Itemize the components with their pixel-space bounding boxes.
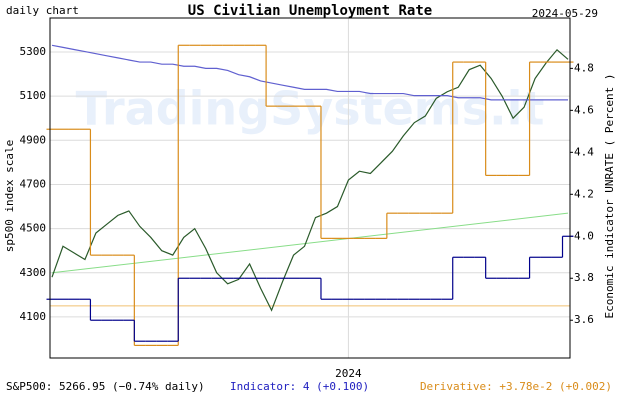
- watermark: TradingSystems.it: [76, 82, 545, 136]
- y2-axis-label: Economic indicator UNRATE ( Percent ): [603, 73, 616, 318]
- series-line: [51, 48, 569, 312]
- y-tick-label: 4900: [20, 133, 47, 146]
- chart-title: US Civilian Unemployment Rate: [188, 3, 432, 19]
- y-tick-label: 5300: [20, 45, 47, 58]
- y2-tick-label: 4.8: [574, 61, 594, 74]
- y-tick-label: 4300: [20, 266, 47, 279]
- y2-tick-label: 4.4: [574, 145, 594, 158]
- y2-tick-label: 3.6: [574, 313, 594, 326]
- footer-right: Derivative: +3.78e-2 (+0.002): [420, 380, 612, 393]
- subtitle: daily chart: [6, 4, 79, 17]
- y-tick-label: 4700: [20, 177, 47, 190]
- footer-left: S&P500: 5266.95 (−0.74% daily): [6, 380, 205, 393]
- y-tick-label: 4100: [20, 310, 47, 323]
- y-axis-label: sp500 index scale: [3, 140, 16, 253]
- y2-tick-label: 4.2: [574, 187, 594, 200]
- y-tick-label: 4500: [20, 222, 47, 235]
- footer-middle: Indicator: 4 (+0.100): [230, 380, 369, 393]
- x-tick-label: 2024: [335, 367, 362, 380]
- trend-line: [51, 212, 569, 274]
- y2-tick-label: 4.6: [574, 103, 594, 116]
- date: 2024-05-29: [532, 7, 598, 20]
- y2-tick-label: 4.0: [574, 229, 594, 242]
- series-line: [51, 44, 568, 101]
- y-tick-label: 5100: [20, 89, 47, 102]
- y2-tick-label: 3.8: [574, 271, 594, 284]
- plot-frame: [49, 17, 571, 359]
